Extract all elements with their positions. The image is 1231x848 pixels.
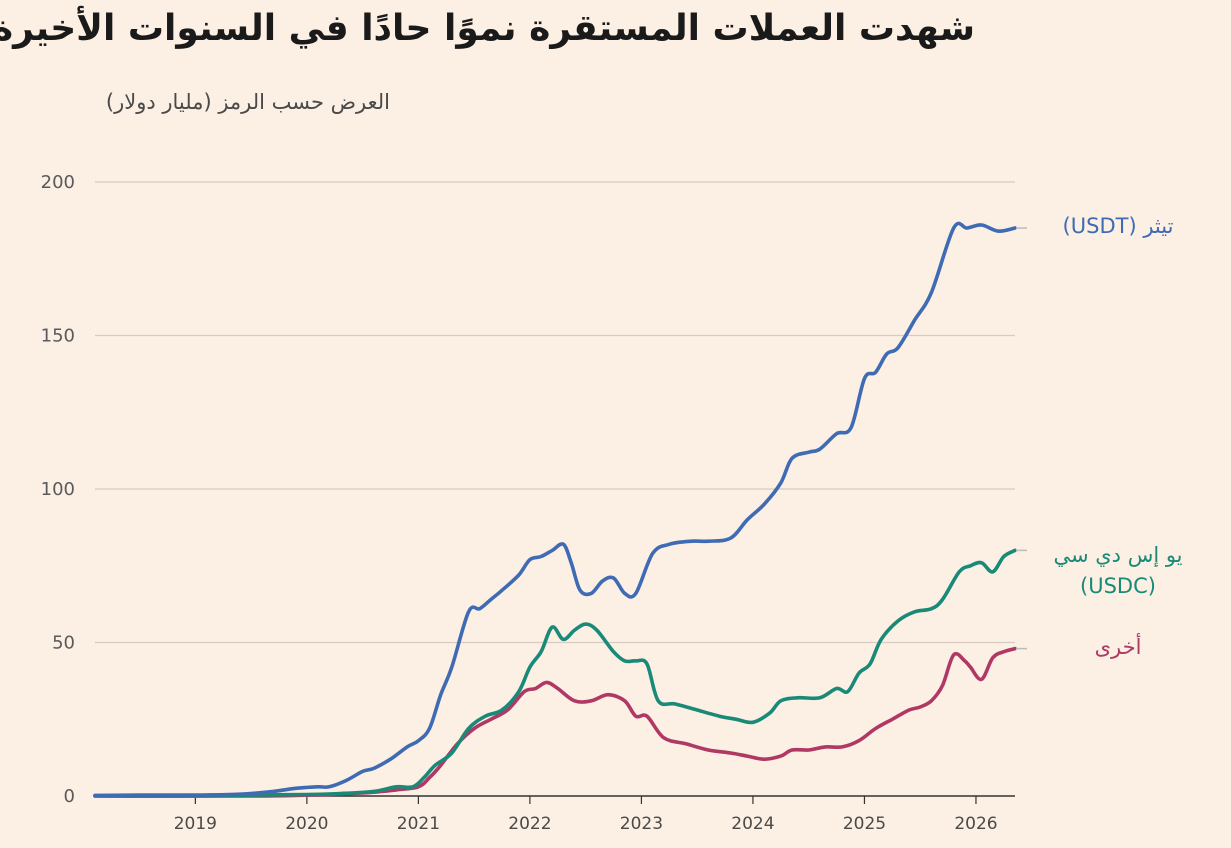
x-tick-label: 2022 <box>508 814 551 834</box>
series-label-usdc: (USDC) <box>1080 574 1156 598</box>
series-label-tether: تيثر (USDT) <box>1063 214 1174 238</box>
y-tick-label: 50 <box>52 633 75 654</box>
x-tick-label: 2020 <box>285 814 328 834</box>
series-line-usdc <box>93 548 1017 798</box>
y-tick-label: 0 <box>64 786 75 807</box>
x-tick-label: 2026 <box>954 814 997 834</box>
chart-title: شهدت العملات المستقرة نموًا حادًا في الس… <box>0 8 975 49</box>
y-tick-labels: 0 50 100 150 200 <box>41 172 75 807</box>
x-tick-label: 2024 <box>731 814 774 834</box>
gridlines <box>95 181 1015 644</box>
series-line-other <box>93 646 1017 798</box>
chart-subtitle: العرض حسب الرمز (مليار دولار) <box>105 90 390 114</box>
y-tick-label: 200 <box>41 172 75 193</box>
x-tick-label: 2021 <box>397 814 440 834</box>
x-tick-label: 2019 <box>174 814 217 834</box>
x-tick-label: 2023 <box>620 814 663 834</box>
series-labels: تيثر (USDT) يو إس دي سي (USDC) أخرى <box>1016 214 1183 659</box>
series-lines <box>93 221 1017 798</box>
series-label-other: أخرى <box>1095 633 1142 659</box>
x-tick-label: 2025 <box>843 814 886 834</box>
y-tick-label: 150 <box>41 326 75 347</box>
series-line-tether <box>93 221 1017 798</box>
y-tick-label: 100 <box>41 479 75 500</box>
x-axis: 2019 2020 2021 2022 2023 2024 2025 2026 <box>95 795 1015 834</box>
series-label-usdc: يو إس دي سي <box>1053 543 1182 568</box>
